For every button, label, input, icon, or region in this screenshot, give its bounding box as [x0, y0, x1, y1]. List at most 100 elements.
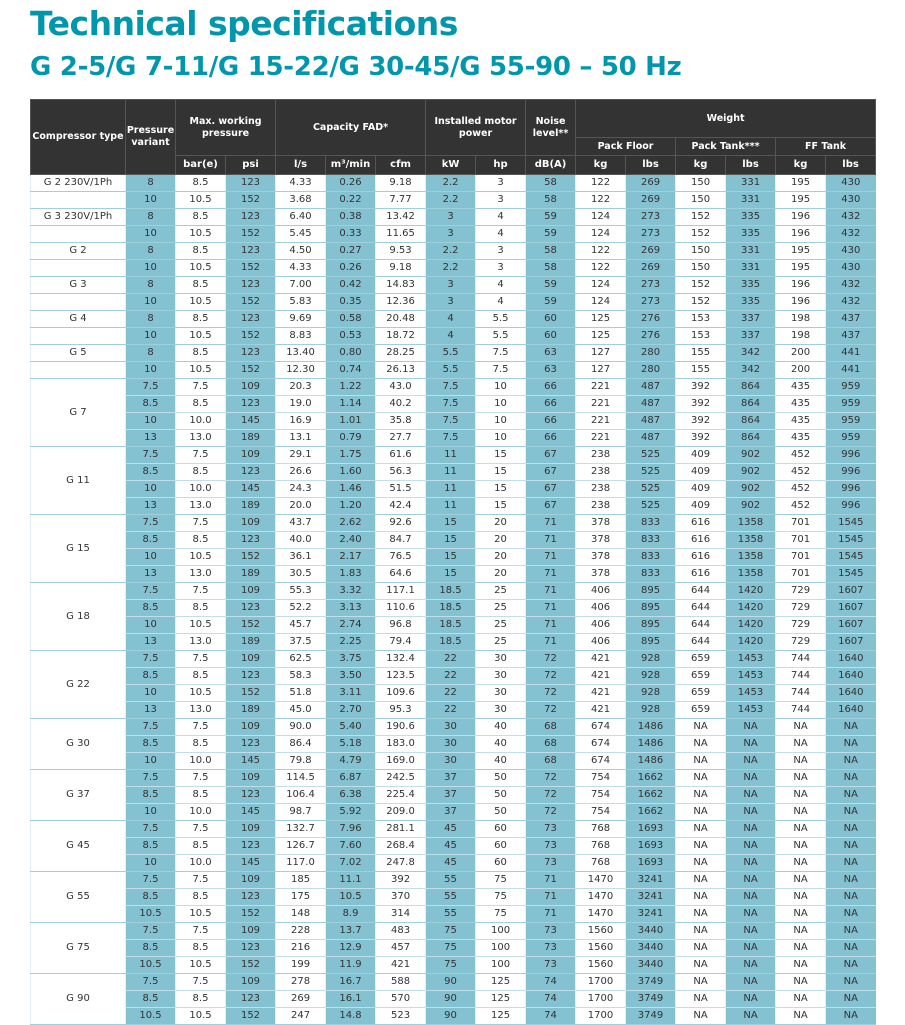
- header-unit: psi: [224, 155, 277, 175]
- table-cell: 392: [375, 871, 426, 889]
- table-cell: 7.5: [175, 582, 226, 600]
- table-row: G 18 7.5 7.5 109 55.3 3.32 117.1 18.5 25 71 406 895…: [30, 582, 876, 651]
- table-cell: 1545: [825, 548, 876, 566]
- table-cell: 928: [625, 650, 676, 668]
- table-cell: 833: [625, 548, 676, 566]
- table-cell: 7.60: [325, 837, 376, 855]
- table-cell: 1470: [575, 888, 626, 906]
- table-cell: NA: [825, 973, 876, 991]
- table-cell: NA: [775, 922, 826, 940]
- table-row: 10 10.5 152 5.83 0.35 12.36 3 4 59 124 273 152 335 19…: [30, 293, 876, 311]
- table-cell: 6.40: [275, 208, 326, 226]
- table-cell: 196: [775, 225, 826, 243]
- table-cell: 195: [775, 191, 826, 209]
- table-cell: 13: [125, 701, 176, 719]
- table-body: G 2 230V/1Ph 8 8.5 123 4.33 0.26 9.18 2.2 3 58 122…: [30, 174, 876, 1025]
- table-cell: 11.1: [325, 871, 376, 889]
- table-cell: 92.6: [375, 514, 426, 532]
- table-cell: 72: [525, 701, 576, 719]
- header-installed-motor-power: Installed motor power: [425, 99, 527, 156]
- header-unit: lbs: [825, 155, 877, 175]
- table-cell: 59: [525, 208, 576, 226]
- table-cell: 3.68: [275, 191, 326, 209]
- table-cell: NA: [725, 803, 776, 821]
- table-cell: 342: [725, 361, 776, 379]
- table-cell: 155: [675, 361, 726, 379]
- table-cell: 314: [375, 905, 426, 923]
- table-cell: 117.0: [275, 854, 326, 872]
- table-cell: 659: [675, 701, 726, 719]
- table-row: 13 13.0 189 30.5 1.83 64.6 15 20 71 378 833 616 1358…: [31, 565, 876, 583]
- table-cell: 74: [525, 1007, 576, 1025]
- table-cell: 0.80: [325, 344, 376, 362]
- table-cell: 100: [475, 922, 526, 940]
- table-cell: 74: [525, 990, 576, 1008]
- table-cell: 30: [475, 684, 526, 702]
- table-cell: 50: [475, 803, 526, 821]
- table-cell: 10: [125, 259, 176, 277]
- table-cell: 68: [525, 752, 576, 770]
- table-cell: 90: [425, 1007, 476, 1025]
- table-cell: 1420: [725, 633, 776, 651]
- table-cell: 4.50: [275, 242, 326, 260]
- table-cell: 8.83: [275, 327, 326, 345]
- table-cell: 487: [625, 378, 676, 396]
- table-cell: 8.5: [175, 242, 226, 260]
- table-cell: 588: [375, 973, 426, 991]
- table-row: 8.5 8.5 123 26.6 1.60 56.3 11 15 67 238 525 409 902 4…: [31, 463, 876, 481]
- table-cell: 152: [224, 225, 276, 243]
- table-cell: 10: [125, 225, 176, 243]
- table-cell: 11: [425, 463, 476, 481]
- table-cell: 14.83: [375, 276, 426, 294]
- table-cell: 8.5: [125, 599, 176, 617]
- table-cell: 71: [525, 888, 576, 906]
- table-cell: 3.75: [325, 650, 376, 668]
- table-cell: 1607: [825, 633, 876, 651]
- table-cell: 1545: [825, 565, 876, 583]
- table-cell: 152: [224, 327, 276, 345]
- table-cell: 0.27: [325, 242, 376, 260]
- table-cell: 392: [675, 429, 726, 447]
- table-cell: 25: [475, 599, 526, 617]
- table-cell: 22: [425, 701, 476, 719]
- table-cell: 7.5: [125, 718, 176, 736]
- table-cell: 13: [125, 565, 176, 583]
- table-cell: NA: [775, 939, 826, 957]
- table-cell: 26.6: [275, 463, 326, 481]
- table-cell: 221: [575, 395, 626, 413]
- table-cell: 2.74: [325, 616, 376, 634]
- table-cell: 0.79: [325, 429, 376, 447]
- page-title: Technical specifications: [30, 4, 458, 43]
- table-cell: 8.5: [175, 463, 226, 481]
- table-cell: NA: [675, 905, 726, 923]
- table-cell: 15: [475, 497, 526, 515]
- table-cell: 701: [775, 514, 826, 532]
- table-cell: 378: [575, 531, 626, 549]
- table-cell: 37: [425, 803, 476, 821]
- table-row: 10 10.5 152 36.1 2.17 76.5 15 20 71 378 833 616 1358…: [31, 548, 876, 566]
- compressor-type-cell: [30, 327, 126, 345]
- table-cell: 30.5: [275, 565, 326, 583]
- table-cell: 7.5: [125, 650, 176, 668]
- table-cell: 55: [425, 905, 476, 923]
- table-row: 10 10.5 152 3.68 0.22 7.77 2.2 3 58 122 269 150 331 1…: [30, 191, 876, 209]
- table-cell: 195: [775, 259, 826, 277]
- table-cell: 8: [125, 208, 176, 226]
- table-cell: 225.4: [375, 786, 426, 804]
- table-cell: 13: [125, 633, 176, 651]
- table-cell: 8.5: [125, 463, 176, 481]
- table-cell: NA: [675, 854, 726, 872]
- table-cell: 25: [475, 582, 526, 600]
- table-cell: 833: [625, 565, 676, 583]
- table-cell: 122: [575, 242, 626, 260]
- table-cell: 1560: [575, 956, 626, 974]
- table-cell: 8.9: [325, 905, 376, 923]
- table-row: 13 13.0 189 20.0 1.20 42.4 11 15 67 238 525 409 902 4…: [31, 497, 876, 515]
- table-cell: 73: [525, 837, 576, 855]
- table-cell: NA: [725, 752, 776, 770]
- table-cell: 1700: [575, 990, 626, 1008]
- table-cell: 864: [725, 378, 776, 396]
- table-cell: NA: [825, 905, 876, 923]
- table-cell: 11: [425, 446, 476, 464]
- compressor-type-cell: G 15: [30, 514, 126, 583]
